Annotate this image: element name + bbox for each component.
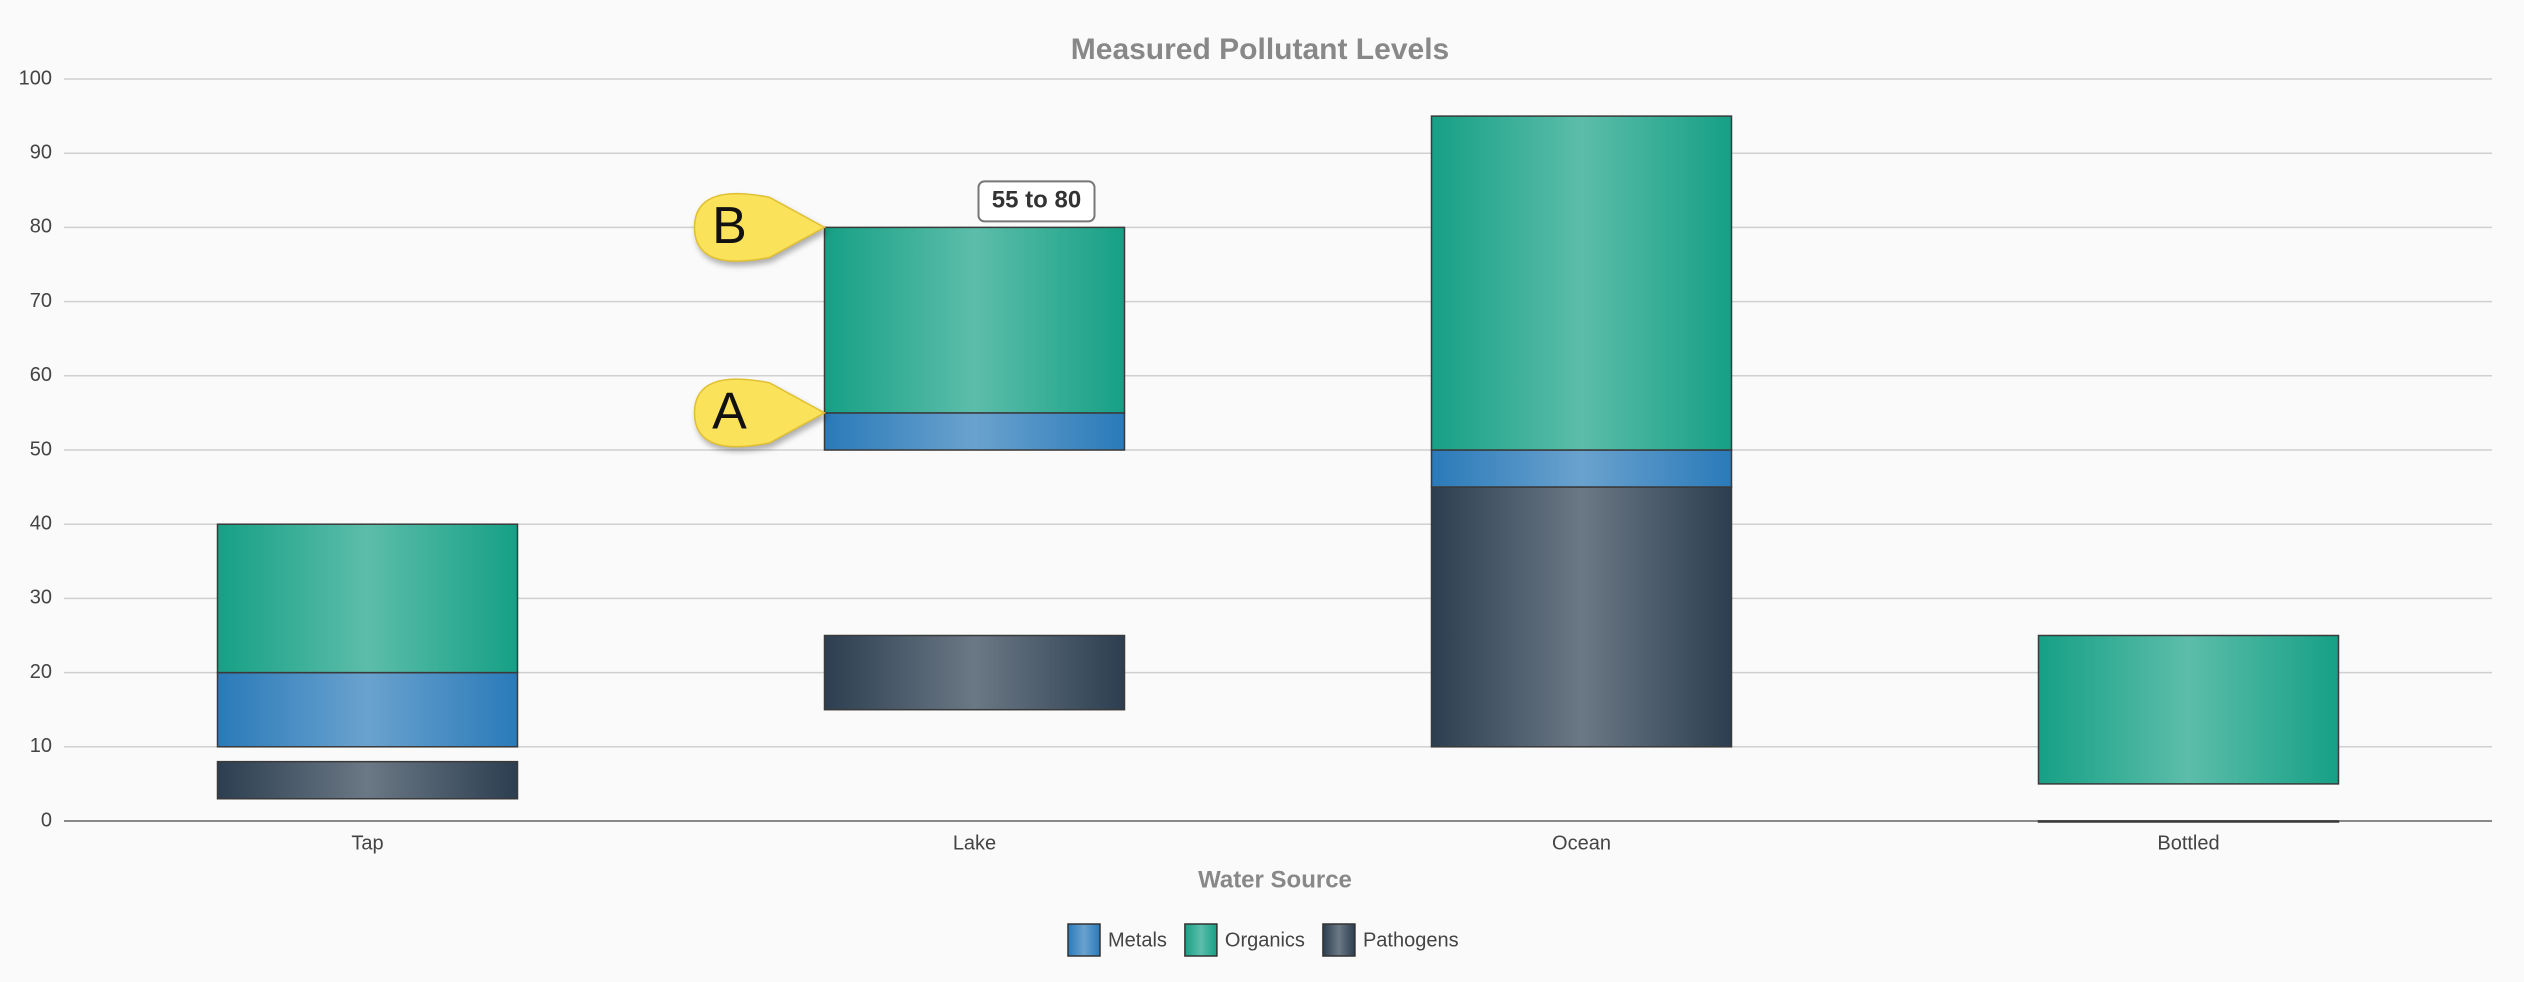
bar-segment [823,226,1126,414]
bar-segment [1430,486,1733,748]
x-tick-label: Tap [351,832,383,854]
x-axis-title: Water Source [1198,866,1352,893]
y-tick-label: 0 [41,809,52,831]
callout-label: B [712,197,747,255]
y-tick-label: 80 [30,216,52,238]
legend-label: Organics [1225,929,1305,951]
bar-segment [216,523,519,674]
tooltip: 55 to 80 [992,187,1081,214]
legend-swatch [1184,923,1218,957]
y-tick-label: 50 [30,438,52,460]
y-tick-label: 70 [30,290,52,312]
y-tick-label: 100 [19,67,52,89]
bar-segment [823,634,1126,711]
bar-segment [1430,449,1733,488]
y-tick-label: 60 [30,364,52,386]
bar-segment [2037,820,2340,823]
bar-segment [216,671,519,748]
legend-label: Metals [1108,929,1167,951]
bar-segment [2037,634,2340,785]
tooltip-box [977,180,1096,223]
x-tick-label: Bottled [2157,832,2219,854]
bar-segment [1430,115,1733,451]
legend: Metals Organics Pathogens [1067,923,1459,957]
x-tick-label: Ocean [1552,832,1611,854]
callout [693,192,827,262]
legend-swatch [1322,923,1356,957]
legend-swatch [1067,923,1101,957]
bar-segment [823,412,1126,451]
callout [693,378,827,448]
legend-label: Pathogens [1363,929,1459,951]
chart-title: Measured Pollutant Levels [1071,33,1449,66]
y-tick-label: 20 [30,661,52,683]
callout-label: A [712,383,747,441]
y-tick-label: 30 [30,587,52,609]
y-tick-label: 90 [30,141,52,163]
bar-segment [216,760,519,800]
x-tick-label: Lake [953,832,996,854]
y-tick-label: 10 [30,735,52,757]
y-tick-label: 40 [30,512,52,534]
